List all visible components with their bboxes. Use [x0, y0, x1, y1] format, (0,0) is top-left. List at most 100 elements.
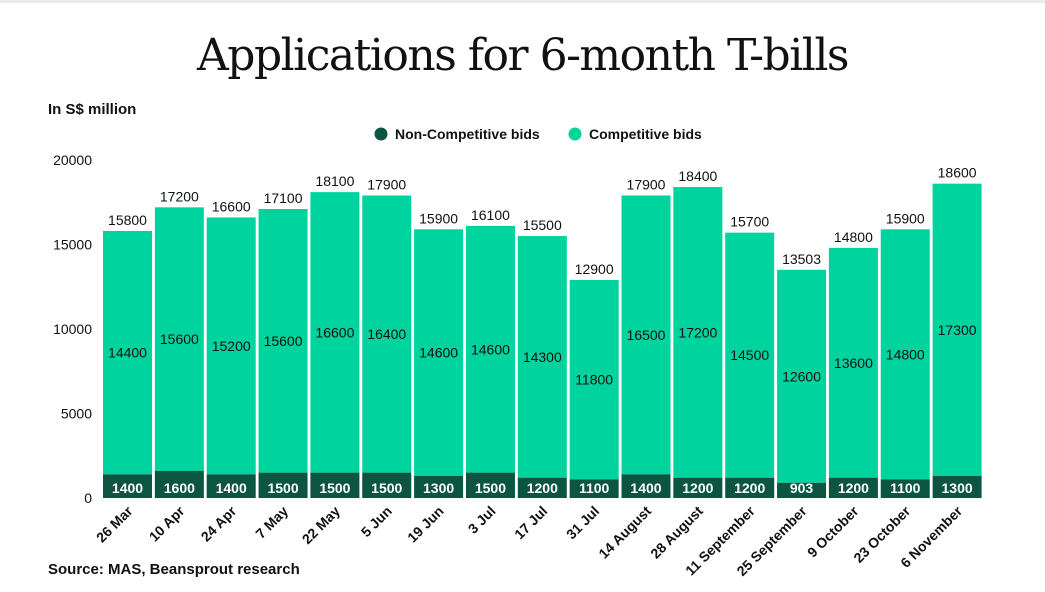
bar-competitive [673, 187, 723, 478]
x-tick-label: 14 August [595, 503, 654, 562]
data-label-competitive: 15600 [264, 333, 303, 349]
data-label-total: 15500 [523, 217, 562, 233]
data-label-competitive: 12600 [782, 368, 821, 384]
data-label-total: 12900 [575, 261, 614, 277]
bar-competitive [362, 195, 412, 473]
data-label-non-competitive: 1500 [475, 480, 506, 496]
data-label-competitive: 15600 [160, 331, 199, 347]
x-tick-label: 10 Apr [146, 502, 188, 544]
y-tick-label: 15000 [53, 237, 92, 253]
data-label-total: 18400 [678, 168, 717, 184]
data-label-non-competitive: 1500 [267, 480, 298, 496]
x-tick-label: 19 Jun [404, 503, 447, 546]
x-tick-label: 31 Jul [563, 503, 602, 542]
bar-non-competitive [880, 479, 930, 498]
data-label-non-competitive: 1100 [890, 480, 921, 496]
data-label-total: 16600 [212, 198, 251, 214]
data-label-competitive: 15200 [212, 338, 251, 354]
data-label-non-competitive: 1200 [734, 480, 765, 496]
x-tick-label: 26 Mar [93, 502, 136, 545]
bar-non-competitive [569, 479, 619, 498]
bar-competitive [828, 247, 878, 478]
data-label-competitive: 14600 [471, 341, 510, 357]
x-tick-label: 17 Jul [511, 503, 550, 542]
x-tick-label: 7 May [252, 503, 291, 542]
data-label-competitive: 17200 [678, 324, 717, 340]
data-label-non-competitive: 1500 [319, 480, 350, 496]
data-label-total: 15700 [730, 214, 769, 230]
data-label-competitive: 14300 [523, 349, 562, 365]
y-tick-label: 5000 [61, 406, 92, 422]
bar-non-competitive [362, 472, 412, 498]
data-label-total: 18100 [315, 173, 354, 189]
data-label-total: 15900 [419, 210, 458, 226]
bar-competitive [880, 229, 930, 480]
bar-competitive [517, 236, 567, 478]
bar-non-competitive [103, 474, 152, 498]
data-label-competitive: 16600 [315, 324, 354, 340]
data-label-total: 13503 [782, 251, 821, 267]
bar-competitive [465, 225, 515, 473]
data-label-competitive: 14400 [108, 345, 147, 361]
data-label-total: 15800 [108, 212, 147, 228]
bar-non-competitive [258, 472, 308, 498]
bar-competitive [777, 269, 827, 483]
data-label-non-competitive: 1500 [371, 480, 402, 496]
y-tick-label: 0 [84, 490, 92, 506]
data-label-competitive: 16500 [627, 327, 666, 343]
data-label-total: 17100 [264, 190, 303, 206]
data-label-non-competitive: 1200 [682, 480, 713, 496]
chart-title: Applications for 6-month T-bills [197, 30, 850, 81]
bar-competitive [310, 192, 360, 473]
data-label-non-competitive: 1200 [527, 480, 558, 496]
data-label-total: 14800 [834, 229, 873, 245]
bar-non-competitive [725, 477, 775, 498]
data-label-competitive: 14500 [730, 347, 769, 363]
bar-non-competitive [777, 482, 827, 498]
bar-competitive [103, 230, 152, 475]
bar-competitive [154, 207, 204, 471]
x-tick-label: 24 Apr [198, 502, 240, 544]
data-label-non-competitive: 1100 [579, 480, 610, 496]
bar-non-competitive [828, 477, 878, 498]
y-axis-unit-label: In S$ million [48, 101, 137, 118]
bar-competitive [621, 195, 671, 475]
bar-competitive [569, 279, 619, 480]
y-tick-label: 20000 [53, 152, 92, 168]
x-tick-label: 5 Jun [358, 503, 395, 540]
data-label-non-competitive: 1400 [630, 480, 661, 496]
data-label-competitive: 14600 [419, 345, 458, 361]
data-label-competitive: 13600 [834, 355, 873, 371]
top-border [0, 0, 1045, 3]
data-label-non-competitive: 1400 [112, 480, 143, 496]
data-label-non-competitive: 1300 [942, 480, 973, 496]
legend-label-competitive: Competitive bids [589, 126, 702, 142]
bar-non-competitive [621, 474, 671, 498]
legend-marker-non-competitive [374, 127, 388, 141]
bar-non-competitive [206, 474, 256, 498]
bar-competitive [932, 183, 982, 477]
data-label-competitive: 14800 [886, 346, 925, 362]
x-tick-label: 22 May [299, 503, 343, 547]
bar-competitive [725, 232, 775, 478]
data-label-non-competitive: 1600 [164, 480, 195, 496]
bar-non-competitive [673, 477, 723, 498]
bar-non-competitive [932, 476, 982, 498]
data-label-non-competitive: 1200 [838, 480, 869, 496]
data-label-competitive: 17300 [938, 322, 977, 338]
source-note: Source: MAS, Beansprout research [48, 561, 300, 578]
bar-non-competitive [517, 477, 567, 498]
data-label-total: 16100 [471, 207, 510, 223]
y-tick-label: 10000 [53, 321, 92, 337]
x-tick-label: 3 Jul [465, 503, 499, 537]
legend-marker-competitive [568, 127, 582, 141]
data-label-competitive: 11800 [575, 372, 613, 388]
data-label-total: 18600 [938, 165, 977, 181]
data-label-total: 17200 [160, 188, 199, 204]
data-label-competitive: 16400 [367, 326, 406, 342]
bar-non-competitive [310, 472, 360, 498]
bar-competitive [206, 217, 256, 475]
data-label-non-competitive: 903 [790, 480, 814, 496]
bar-non-competitive [414, 476, 464, 498]
